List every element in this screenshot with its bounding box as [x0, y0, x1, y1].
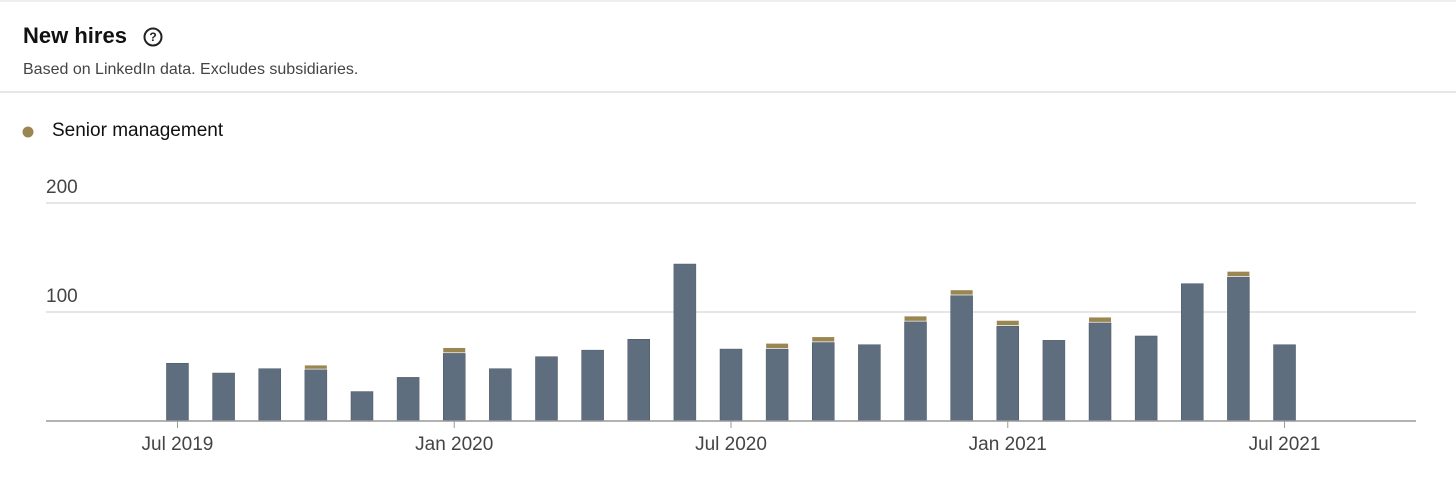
bar	[535, 356, 558, 422]
bar	[304, 369, 328, 422]
bar	[996, 325, 1020, 422]
bar	[442, 353, 466, 422]
bar	[950, 295, 973, 422]
bar	[812, 342, 835, 422]
bar	[812, 337, 835, 342]
bar	[350, 391, 374, 422]
x-tick-label: Jul 2020	[695, 434, 767, 455]
legend-dot	[22, 126, 34, 138]
svg-text:?: ?	[149, 30, 156, 44]
legend-label: Senior management	[52, 120, 224, 141]
bar	[1088, 322, 1112, 422]
bar	[443, 347, 466, 353]
bar	[1227, 271, 1250, 277]
x-tick-label: Jul 2021	[1249, 434, 1321, 455]
bar	[304, 365, 327, 369]
bar	[673, 263, 697, 422]
bar	[212, 372, 235, 422]
x-tick-label: Jan 2020	[415, 434, 493, 455]
y-tick-label: 100	[46, 286, 78, 307]
bar	[627, 339, 650, 422]
bar	[1089, 317, 1112, 322]
bar	[996, 320, 1019, 326]
y-tick-label: 200	[46, 177, 78, 198]
bar	[581, 349, 604, 422]
bar	[258, 368, 281, 422]
bar	[904, 316, 927, 321]
bar	[1042, 340, 1066, 422]
bar	[766, 343, 789, 349]
help-icon[interactable]: ?	[143, 27, 163, 47]
bar	[765, 348, 789, 422]
bar	[1181, 283, 1204, 422]
bar	[1273, 344, 1296, 422]
bar	[396, 377, 420, 422]
bar	[1227, 276, 1250, 422]
bar	[950, 290, 973, 295]
bar	[858, 344, 881, 422]
bar	[489, 368, 512, 422]
subtitle: Based on LinkedIn data. Excludes subsidi…	[23, 61, 358, 78]
title: New hires	[23, 23, 127, 48]
bar	[1134, 335, 1158, 422]
bar	[719, 348, 743, 422]
bar	[166, 362, 189, 422]
x-tick-label: Jan 2021	[969, 434, 1047, 455]
x-tick-label: Jul 2019	[142, 434, 214, 455]
bar	[904, 321, 927, 422]
